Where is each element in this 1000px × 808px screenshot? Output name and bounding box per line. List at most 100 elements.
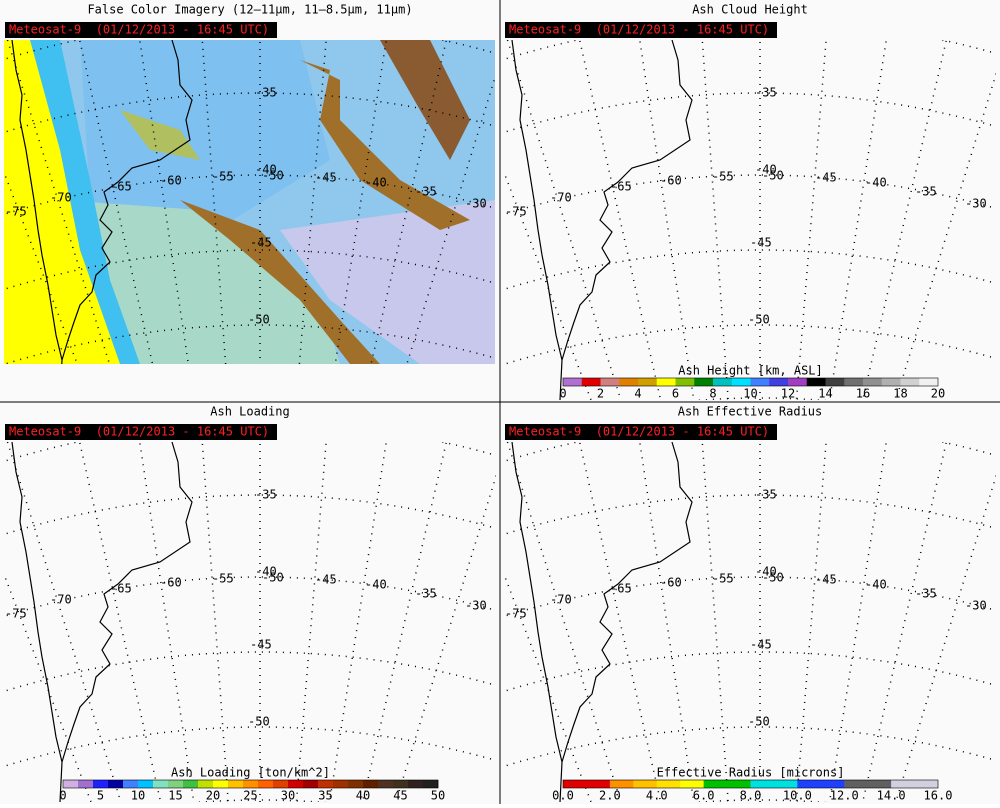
grid-label: -45 [750,236,772,250]
colorbar-segment [378,780,394,788]
graticule [504,170,592,400]
colorbar-segment [563,378,583,386]
graticule [795,40,827,400]
colorbar-segment [348,780,364,788]
grid-label: -45 [315,171,337,185]
graticule [138,442,195,802]
imagery [180,200,380,364]
colorbar-segment [727,780,751,788]
grid-label: -50 [248,715,270,729]
colorbar-segment [919,378,939,386]
colorbar-segment [581,378,601,386]
grid-label: -40 [755,565,777,579]
coastline [511,40,693,400]
colorbar-tick: 45 [393,789,407,803]
imagery [60,200,340,364]
colorbar-segment [243,780,259,788]
timestamp: Meteosat-9 (01/12/2013 - 16:45 UTC) [509,23,769,37]
grid-label: -30 [965,197,987,211]
colorbar-segment [138,780,154,788]
grid-label: -35 [415,185,437,199]
colorbar-tick: 6 [672,387,679,401]
grid-label: -65 [610,582,632,596]
imagery [280,200,495,364]
panel-title: False Color Imagery (12–11μm, 11–8.5μm, … [87,3,412,17]
grid-label: -60 [660,576,682,590]
colorbar-tick: 2 [597,387,604,401]
colorbar-segment [900,378,920,386]
grid-label: -35 [755,488,777,502]
colorbar-segment [914,780,939,788]
colorbar-tick: 4 [634,387,641,401]
grid-label: -40 [755,163,777,177]
colorbar-tick: 16 [856,387,870,401]
grid-label: -45 [815,573,837,587]
colorbar-segment [609,780,634,788]
colorbar-segment [303,780,319,788]
grid-label: -35 [255,86,277,100]
timestamp-box [5,424,277,440]
colorbar-segment [78,780,94,788]
colorbar-segment [108,780,124,788]
grid-label: -65 [610,180,632,194]
colorbar-segment [258,780,274,788]
colorbar-segment [881,378,901,386]
graticule [298,40,327,364]
colorbar-segment [867,780,892,788]
grid-label: -40 [865,578,887,592]
colorbar-segment [393,780,409,788]
colorbar-segment [656,780,681,788]
colorbar-segment [750,780,775,788]
grid-label: -60 [160,174,182,188]
grid-label: -50 [762,571,784,585]
colorbar-segment [563,780,587,788]
grid-label: -35 [255,488,277,502]
grid-label: -65 [110,180,132,194]
timestamp-box [505,22,777,38]
grid-label: -30 [965,599,987,613]
colorbar-segment [863,378,883,386]
coastline [11,40,193,364]
colorbar-tick: 14 [818,387,832,401]
grid-label: -75 [5,607,27,621]
colorbar-segment [844,780,868,788]
colorbar-segment [694,378,714,386]
graticule [701,40,729,400]
grid-label: -55 [712,572,734,586]
imagery [80,40,330,250]
timestamp: Meteosat-9 (01/12/2013 - 16:45 UTC) [509,425,769,439]
grid-label: -50 [748,313,770,327]
graticule [4,170,79,364]
colorbar-label: Ash Loading [ton/km^2] [171,766,330,780]
colorbar-segment [363,780,379,788]
colorbar-tick: 0.0 [552,789,574,803]
graticule [4,572,92,802]
grid-label: -40 [255,163,277,177]
timestamp-box [505,424,777,440]
coastline [511,442,693,802]
colorbar-segment [93,780,109,788]
colorbar-tick: 16.0 [924,789,953,803]
panel-title: Ash Cloud Height [692,3,808,17]
colorbar-segment [153,780,169,788]
grid-label: -40 [365,176,387,190]
map [4,40,495,364]
colorbar-tick: 20 [206,789,220,803]
colorbar-tick: 15 [168,789,182,803]
colorbar-tick: 8.0 [740,789,762,803]
colorbar-tick: 35 [318,789,332,803]
grid-label: -35 [915,185,937,199]
colorbar-tick: 10.0 [783,789,812,803]
panel: Ash Cloud Height -35 -40 -45 -50 -55 -60 -65 -70… [504,3,996,401]
panel-title: Ash Loading [210,405,289,419]
graticule [295,442,327,802]
panel: Ash Effective Radius -35 -40 -45 -50 -55 -60 -6… [504,405,996,803]
colorbar-tick: 0 [559,387,566,401]
imagery [380,40,470,160]
grid-label: -40 [865,176,887,190]
colorbar-segment [773,780,798,788]
grid-label: -50 [748,715,770,729]
colorbar-segment [788,378,808,386]
colorbar-frame [562,779,939,789]
grid-label: -70 [550,593,572,607]
